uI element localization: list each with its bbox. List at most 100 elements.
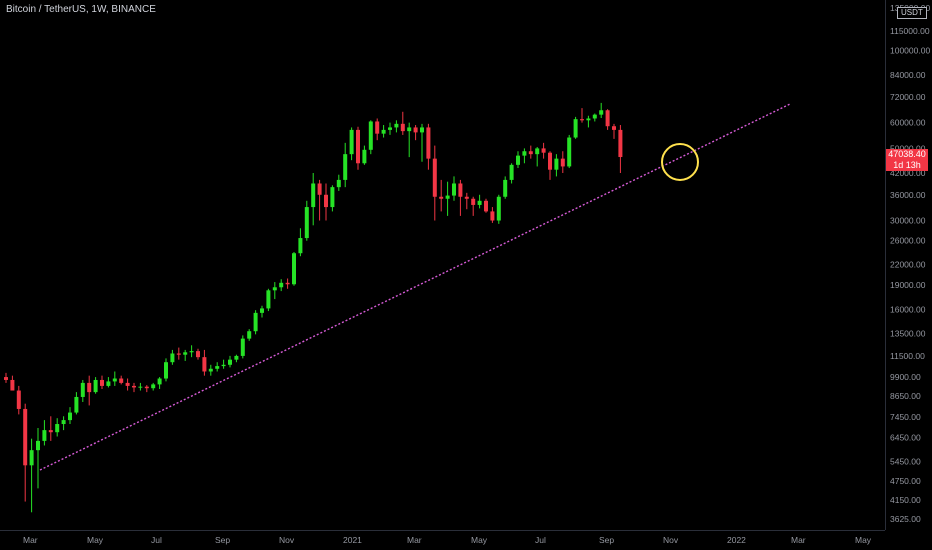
currency-badge[interactable]: USDT	[897, 7, 927, 19]
price-tick-label: 26000.00	[890, 236, 926, 246]
candle	[189, 345, 194, 358]
candle	[356, 126, 360, 170]
time-tick-label: 2021	[343, 535, 362, 545]
candle-body	[132, 385, 136, 388]
candle	[202, 349, 207, 376]
candle-body	[586, 118, 591, 121]
candle-body	[74, 396, 79, 413]
candle-body	[336, 179, 341, 188]
candle	[400, 111, 405, 135]
candle-body	[208, 368, 213, 372]
candle-body	[87, 382, 92, 393]
candle-body	[4, 377, 8, 380]
time-tick-label: Mar	[791, 535, 806, 545]
price-axis[interactable]: 135000.00115000.00100000.0084000.0072000…	[890, 3, 930, 524]
candle	[48, 416, 53, 441]
candle	[80, 379, 85, 402]
candle-body	[528, 151, 533, 155]
candle	[55, 418, 60, 437]
candle-body	[484, 200, 488, 212]
candle-body	[42, 430, 47, 441]
candle	[535, 146, 540, 167]
price-tick-label: 60000.00	[890, 118, 926, 128]
candle-body	[29, 450, 34, 466]
ascending-trendline[interactable]	[39, 103, 791, 471]
bar-countdown: 1d 13h	[893, 160, 921, 170]
candle-body	[509, 164, 514, 180]
time-tick-label: May	[87, 535, 104, 545]
candle-body	[592, 114, 597, 119]
candle	[74, 392, 79, 415]
highlight-circle[interactable]	[661, 143, 699, 181]
candle	[330, 185, 335, 212]
candle	[112, 371, 117, 386]
candle	[439, 179, 444, 212]
candle-body	[560, 158, 565, 167]
candle-body	[439, 196, 444, 199]
candle-body	[151, 384, 156, 389]
candle-body	[189, 351, 194, 353]
candle-body	[144, 386, 149, 389]
candle-body	[240, 338, 245, 356]
candle	[234, 354, 239, 363]
candle	[509, 163, 514, 184]
candle-body	[311, 183, 316, 208]
time-tick-label: Jul	[535, 535, 546, 545]
candle	[548, 151, 552, 180]
candle-body	[138, 386, 143, 388]
price-tick-label: 36000.00	[890, 190, 926, 200]
candle-body	[541, 148, 546, 153]
price-tick-label: 3625.00	[890, 514, 921, 524]
candle	[368, 120, 373, 155]
candle	[208, 364, 213, 376]
candle	[541, 142, 546, 159]
candle	[61, 416, 66, 431]
time-tick-label: May	[471, 535, 488, 545]
candle	[247, 329, 252, 341]
candle-body	[343, 154, 348, 180]
candle	[279, 279, 284, 292]
time-axis-divider	[0, 530, 885, 531]
candle-body	[100, 379, 104, 386]
candle-body	[356, 129, 360, 164]
candle	[304, 200, 309, 241]
price-tick-label: 11500.00	[890, 351, 925, 361]
candle	[471, 196, 476, 216]
candle-body	[260, 308, 264, 313]
candle	[477, 194, 482, 209]
candle-body	[407, 127, 412, 132]
candle-body	[471, 198, 476, 205]
candle	[362, 145, 367, 165]
candle-body	[605, 110, 610, 127]
candle	[240, 335, 245, 359]
candle-body	[215, 366, 220, 369]
price-tick-label: 22000.00	[890, 259, 926, 269]
candle	[496, 194, 501, 224]
candle	[100, 375, 104, 389]
candle-body	[304, 207, 309, 239]
candle-body	[490, 211, 495, 221]
candle	[554, 154, 559, 177]
candle	[16, 385, 21, 415]
candle	[432, 145, 437, 221]
candle	[484, 198, 488, 213]
candle	[164, 358, 168, 382]
candle	[157, 377, 162, 389]
candles-layer	[4, 102, 623, 513]
candle	[23, 403, 28, 502]
candle	[196, 348, 200, 360]
candle-body	[477, 200, 482, 205]
candle	[522, 148, 527, 164]
candle	[426, 123, 431, 170]
candle	[317, 179, 322, 221]
candle-body	[285, 282, 290, 285]
time-tick-label: Nov	[663, 535, 679, 545]
time-axis[interactable]: Mar May Jul Sep Nov 2021 Mar May Jul Sep Nov 2022 Ma…	[23, 535, 872, 545]
candle	[580, 108, 584, 123]
candle-body	[375, 121, 380, 134]
candle	[605, 109, 610, 130]
last-price-value: 47038.40	[888, 149, 926, 159]
candle	[586, 115, 591, 128]
candle-body	[253, 312, 258, 332]
